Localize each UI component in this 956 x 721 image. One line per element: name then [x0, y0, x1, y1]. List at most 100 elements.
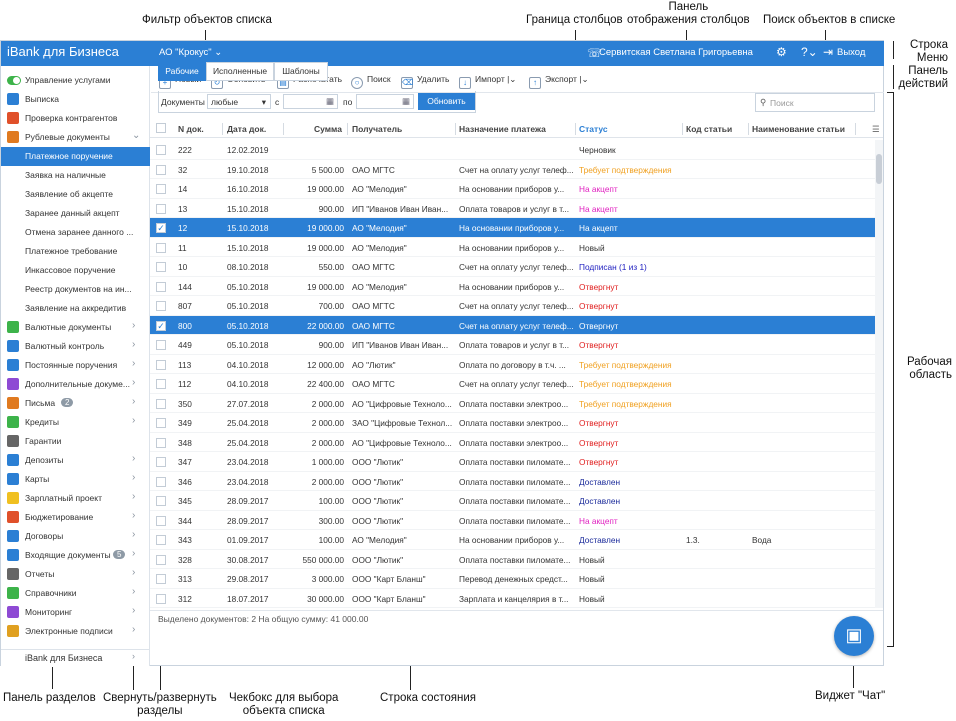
chevron-right-icon[interactable]: › [132, 453, 136, 464]
sidebar-item[interactable]: Отмена заранее данного ... [1, 223, 150, 242]
tab-templates[interactable]: Шаблоны [274, 62, 328, 81]
chevron-right-icon[interactable]: › [132, 605, 136, 616]
scrollbar-thumb[interactable] [876, 154, 882, 184]
row-checkbox[interactable] [156, 164, 166, 175]
column-border[interactable] [455, 123, 456, 135]
table-row[interactable]: 113 04.10.2018 12 000.00 АО "Лютик" Оплата п… [150, 355, 875, 374]
row-checkbox[interactable] [156, 145, 166, 155]
table-row[interactable]: ✓ 800 05.10.2018 22 000.00 ОАО МГТС Счет на о… [150, 315, 875, 335]
columns-panel-icon[interactable]: ☰ [872, 124, 880, 134]
column-header-status[interactable]: Статус [579, 124, 608, 134]
help-icon[interactable]: ?⌄ [801, 45, 818, 59]
table-row[interactable]: 13 15.10.2018 900.00 ИП "Иванов Иван Иван..… [150, 199, 875, 218]
chevron-right-icon[interactable]: › [132, 624, 136, 635]
chevron-right-icon[interactable]: › [132, 339, 136, 350]
table-row[interactable]: 328 30.08.2017 550 000.00 ООО "Лютик" Оплата… [150, 550, 875, 569]
chevron-down-icon[interactable]: ⌄ [132, 130, 141, 141]
select-all-checkbox[interactable] [156, 123, 166, 133]
row-checkbox[interactable] [156, 301, 166, 311]
table-row[interactable]: 350 27.07.2018 2 000.00 АО "Цифровые Технол… [150, 394, 875, 413]
table-row[interactable]: 449 05.10.2018 900.00 ИП "Иванов Иван Иван.… [150, 335, 875, 355]
row-checkbox[interactable] [156, 418, 166, 428]
table-row[interactable]: 10 08.10.2018 550.00 ОАО МГТС Счет на оплату… [150, 257, 875, 277]
column-border[interactable] [222, 123, 223, 135]
row-checkbox[interactable] [156, 242, 166, 253]
chevron-right-icon[interactable]: › [132, 415, 136, 426]
list-scrollbar[interactable] [875, 140, 883, 608]
column-header-sum[interactable]: Сумма [314, 124, 342, 134]
calendar-icon[interactable]: ▦ [325, 96, 334, 106]
row-checkbox[interactable] [156, 203, 166, 214]
chevron-right-icon[interactable]: › [132, 548, 136, 559]
column-border[interactable] [575, 123, 576, 135]
chevron-right-icon[interactable]: › [132, 567, 136, 578]
sidebar-item[interactable]: Гарантии [1, 432, 150, 451]
table-row[interactable]: 346 23.04.2018 2 000.00 ООО "Лютик" Оплата п… [150, 472, 875, 491]
table-row[interactable]: 807 05.10.2018 700.00 ОАО МГТС Счет на оплат… [150, 296, 875, 316]
row-checkbox[interactable] [156, 340, 166, 350]
tab-working[interactable]: Рабочие [158, 62, 206, 81]
column-header-number[interactable]: N док. [178, 124, 204, 134]
brand-logo[interactable]: iBank для Бизнеса [7, 44, 119, 59]
row-checkbox[interactable] [156, 398, 166, 409]
delete-button[interactable]: ⌫ Удалить [401, 74, 450, 89]
column-border[interactable] [855, 123, 856, 135]
row-checkbox[interactable] [156, 554, 166, 565]
column-border[interactable] [347, 123, 348, 135]
table-row[interactable]: 32 19.10.2018 5 500.00 ОАО МГТС Счет на опла… [150, 160, 875, 179]
row-checkbox[interactable]: ✓ [156, 223, 166, 233]
gear-icon[interactable]: ⚙ [776, 45, 787, 59]
table-row[interactable]: 343 01.09.2017 100.00 АО "Мелодия" На основа… [150, 530, 875, 550]
exit-icon[interactable]: ⇥ [823, 45, 834, 59]
sidebar-item[interactable]: Заявка на наличные [1, 166, 150, 185]
docs-type-select[interactable]: любые ▾ [207, 94, 271, 109]
column-header-date[interactable]: Дата док. [227, 124, 267, 134]
chevron-right-icon[interactable]: › [132, 586, 136, 597]
column-border[interactable] [748, 123, 749, 135]
chevron-right-icon[interactable]: › [132, 320, 136, 331]
sidebar-item[interactable]: Проверка контрагентов [1, 109, 150, 128]
import-button[interactable]: ↓ Импорт |⌄ [459, 74, 516, 89]
row-checkbox[interactable]: ✓ [156, 320, 166, 331]
support-icon[interactable]: ☏ [587, 46, 603, 60]
table-row[interactable]: 347 23.04.2018 1 000.00 ООО "Лютик" Оплата п… [150, 452, 875, 472]
row-checkbox[interactable] [156, 515, 166, 526]
chevron-right-icon[interactable]: › [132, 396, 136, 407]
sidebar-item[interactable]: Письма 2 › [1, 394, 150, 413]
sidebar-item[interactable]: Валютные документы › [1, 318, 150, 337]
sidebar-item[interactable]: Заявление на аккредитив [1, 299, 150, 318]
row-checkbox[interactable] [156, 496, 166, 506]
row-checkbox[interactable] [156, 574, 166, 584]
row-checkbox[interactable] [156, 184, 166, 194]
toggle-icon[interactable] [7, 76, 21, 85]
sidebar-item[interactable]: Мониторинг › [1, 603, 150, 622]
exit-button[interactable]: Выход [837, 47, 866, 58]
search-button[interactable]: ○ Поиск [351, 74, 391, 89]
tab-executed[interactable]: Исполненные [206, 62, 274, 81]
sidebar-item[interactable]: Валютный контроль › [1, 337, 150, 356]
chevron-right-icon[interactable]: › [132, 377, 136, 388]
table-row[interactable]: 345 28.09.2017 100.00 ООО "Лютик" Оплата пос… [150, 491, 875, 511]
table-row[interactable]: ✓ 12 15.10.2018 19 000.00 АО "Мелодия" На осн… [150, 218, 875, 238]
sidebar-item[interactable]: Инкассовое поручение [1, 261, 150, 280]
date-from-field[interactable]: ▦ [283, 94, 338, 109]
row-checkbox[interactable] [156, 535, 166, 545]
sidebar-item[interactable]: Реестр документов на ин... [1, 280, 150, 299]
column-header-recipient[interactable]: Получатель [352, 124, 403, 134]
export-button[interactable]: ↑ Экспорт |⌄ [529, 74, 589, 89]
sidebar-item[interactable]: Кредиты › [1, 413, 150, 432]
sidebar-item[interactable]: Отчеты › [1, 565, 150, 584]
row-checkbox[interactable] [156, 359, 166, 370]
table-row[interactable]: 222 12.02.2019 Черновик [150, 140, 875, 160]
table-row[interactable]: 144 05.10.2018 19 000.00 АО "Мелодия" На осн… [150, 277, 875, 296]
chevron-right-icon[interactable]: › [132, 491, 136, 502]
table-row[interactable]: 312 18.07.2017 30 000.00 ООО "Карт Бланш" За… [150, 589, 875, 608]
column-header-purpose[interactable]: Назначение платежа [459, 124, 546, 134]
sidebar-item[interactable]: Заранее данный акцепт [1, 204, 150, 223]
row-checkbox[interactable] [156, 262, 166, 272]
sidebar-item[interactable]: Бюджетирование › [1, 508, 150, 527]
sidebar-item[interactable]: Выписка [1, 90, 150, 109]
calendar-icon[interactable]: ▦ [401, 96, 410, 106]
sidebar-item[interactable]: Платежное поручение [1, 147, 150, 166]
sidebar-item[interactable]: Справочники › [1, 584, 150, 603]
